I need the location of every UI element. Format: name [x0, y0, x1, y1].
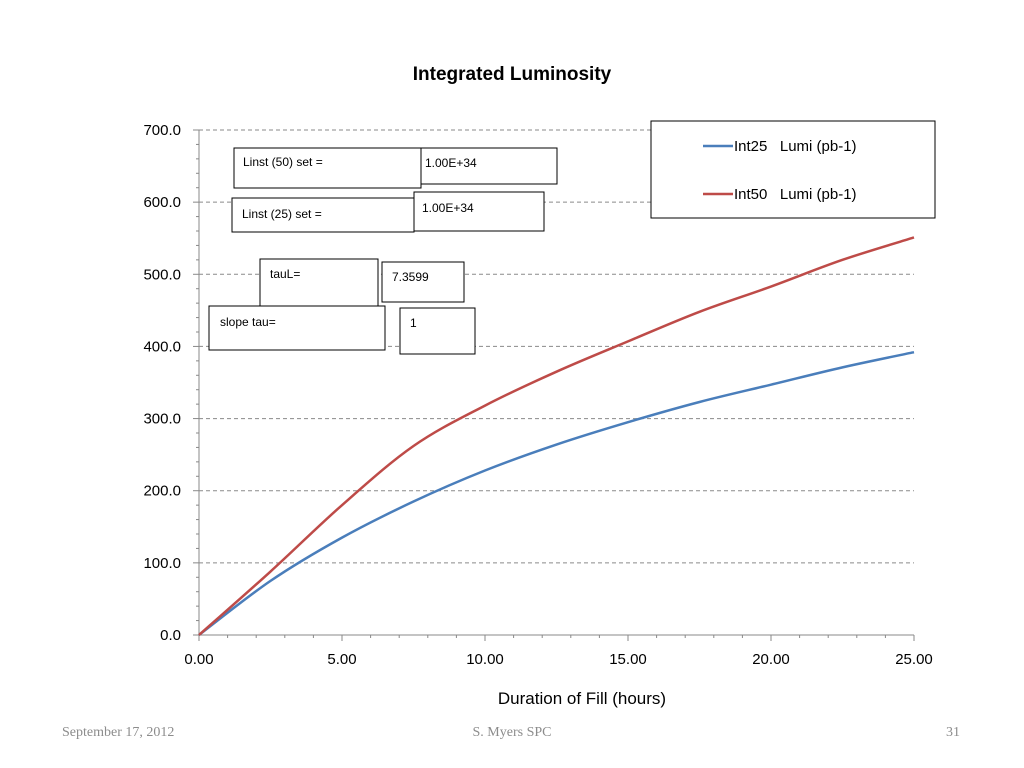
taul-label: tauL=	[270, 267, 300, 281]
linst25-value: 1.00E+34	[422, 201, 474, 215]
x-tick-label: 25.00	[895, 651, 933, 668]
series-line-int50	[198, 236, 915, 636]
footer-author: S. Myers SPC	[472, 725, 552, 740]
y-tick-label: 0.0	[160, 627, 181, 644]
y-tick-label: 600.0	[143, 194, 181, 211]
legend-entry-int50: Int50 Lumi (pb-1)	[734, 186, 857, 203]
y-tick-label: 300.0	[143, 411, 181, 428]
annotation-slope: slope tau= 1	[208, 305, 476, 355]
linst50-label: Linst (50) set =	[243, 155, 323, 169]
footer-page-number: 31	[946, 725, 960, 740]
y-tick-label: 200.0	[143, 483, 181, 500]
x-tick-label: 5.00	[327, 651, 356, 668]
legend-box	[650, 120, 936, 219]
taul-value: 7.3599	[392, 270, 429, 284]
y-tick-label: 500.0	[143, 266, 181, 283]
x-tick-labels: 0.00 5.00 10.00 15.00 20.00 25.00	[184, 651, 932, 668]
slope-value: 1	[410, 316, 417, 330]
x-tick-label: 10.00	[466, 651, 504, 668]
axes	[193, 129, 915, 641]
slope-label: slope tau=	[220, 315, 276, 329]
series-line-int25	[198, 350, 915, 636]
footer-date: September 17, 2012	[62, 725, 175, 740]
y-tick-label: 400.0	[143, 338, 181, 355]
series-lines	[198, 236, 915, 636]
annotation-linst25: Linst (25) set = 1.00E+34	[231, 191, 545, 233]
y-tick-label: 100.0	[143, 555, 181, 572]
x-axis-label: Duration of Fill (hours)	[498, 689, 666, 708]
annotation-taul: tauL= 7.3599	[259, 258, 465, 308]
legend: Int25 Lumi (pb-1) Int50 Lumi (pb-1)	[650, 120, 936, 219]
x-tick-label: 15.00	[609, 651, 647, 668]
x-tick-label: 20.00	[752, 651, 790, 668]
x-tick-label: 0.00	[184, 651, 213, 668]
chart-title: Integrated Luminosity	[413, 64, 612, 85]
annotation-linst50: Linst (50) set = 1.00E+34	[233, 147, 558, 189]
y-tick-label: 700.0	[143, 122, 181, 139]
y-tick-labels: 0.0 100.0 200.0 300.0 400.0 500.0 600.0 700.0	[143, 122, 181, 644]
linst25-label: Linst (25) set =	[242, 207, 322, 221]
linst50-value: 1.00E+34	[425, 156, 477, 170]
legend-entry-int25: Int25 Lumi (pb-1)	[734, 138, 857, 155]
